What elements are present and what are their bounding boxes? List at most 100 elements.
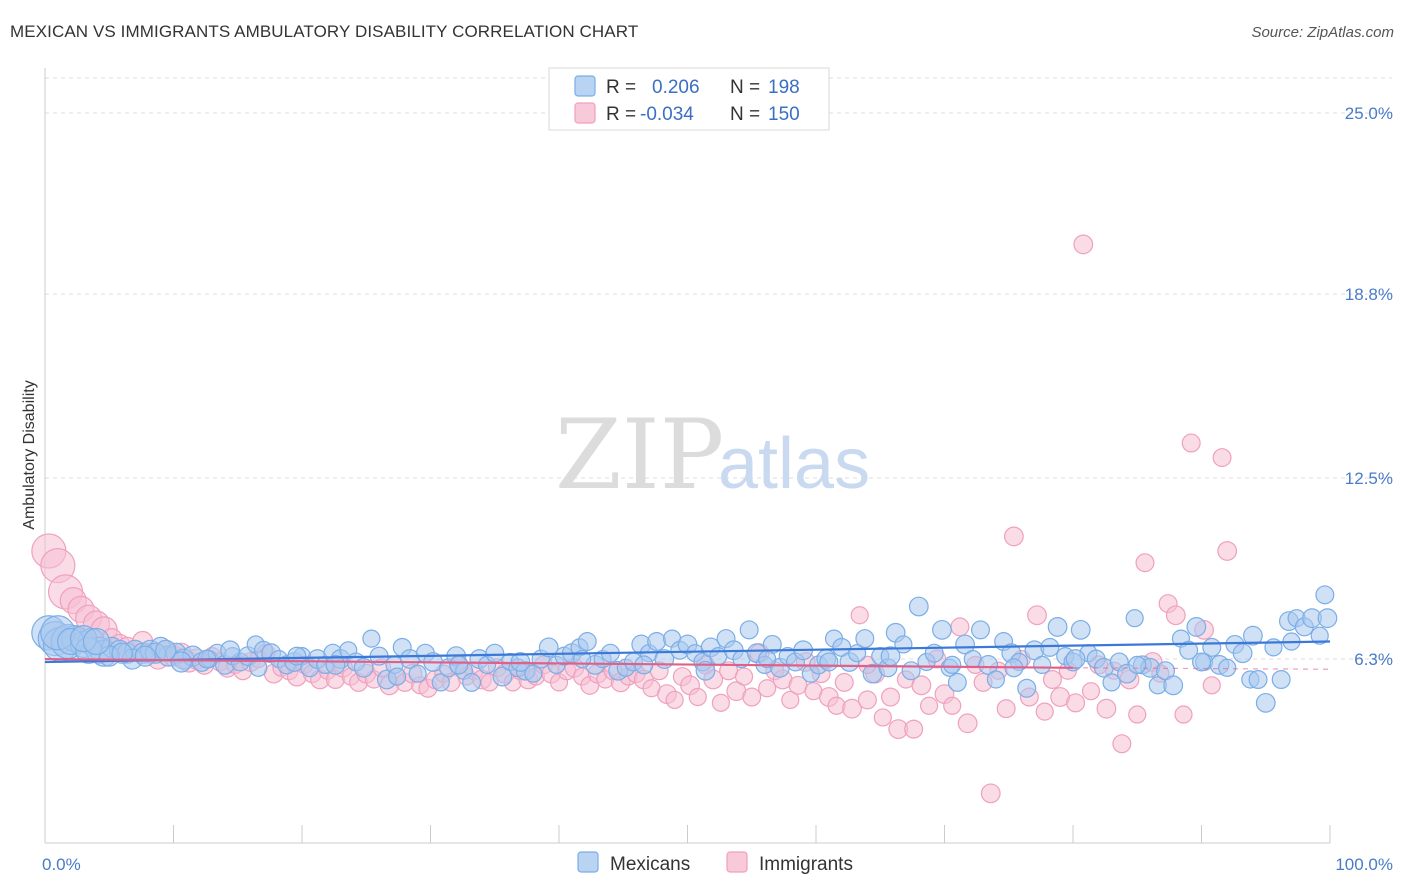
data-point-mexicans [955, 634, 975, 655]
data-point-immigrants [950, 617, 970, 637]
data-point-mexicans [155, 639, 177, 661]
data-point-mexicans [353, 657, 374, 678]
data-point-mexicans [947, 672, 967, 692]
axes [44, 68, 1331, 844]
data-point-mexicans [1218, 658, 1237, 677]
legend-r-value-mexicans: 0.206 [652, 77, 700, 98]
data-point-mexicans [1102, 673, 1121, 692]
data-point-mexicans [325, 654, 346, 675]
y-tick-label: 6.3% [1354, 650, 1393, 669]
data-point-mexicans [449, 655, 469, 675]
series-mexicans [31, 585, 1338, 713]
data-point-mexicans [1125, 609, 1144, 628]
data-point-mexicans [986, 670, 1006, 689]
data-point-immigrants [827, 696, 846, 715]
data-point-mexicans [387, 667, 407, 686]
data-point-immigrants [850, 606, 869, 625]
data-point-mexicans [170, 651, 192, 673]
data-point-mexicans [1317, 608, 1338, 629]
trend-line-immigrants [44, 657, 1074, 669]
data-point-mexicans [1255, 692, 1276, 713]
data-point-mexicans [492, 666, 513, 687]
data-point-immigrants [1202, 676, 1221, 695]
data-point-immigrants [1135, 553, 1155, 573]
legend-n-value-mexicans: 198 [768, 77, 800, 98]
data-point-mexicans [932, 619, 952, 640]
grid-lines [45, 77, 1392, 660]
data-point-mexicans [970, 620, 990, 640]
data-point-immigrants [957, 713, 978, 734]
data-point-immigrants [1027, 605, 1047, 626]
bottom-legend-label-immigrants: Immigrants [759, 854, 853, 875]
data-point-mexicans [462, 672, 482, 692]
legend-n-label-2: N = [730, 104, 760, 125]
data-point-mexicans [1040, 637, 1060, 657]
data-point-mexicans [577, 632, 597, 652]
legend-n-label-1: N = [730, 77, 760, 98]
x-tick-label: 100.0% [1335, 855, 1393, 874]
data-point-mexicans [82, 627, 111, 656]
data-point-immigrants [1165, 605, 1186, 626]
data-point-mexicans [1248, 669, 1268, 689]
data-point-immigrants [904, 719, 924, 739]
data-point-mexicans [1065, 649, 1086, 669]
legend-swatch-mexicans [574, 75, 596, 97]
watermark-atlas: atlas [718, 424, 870, 504]
data-point-immigrants [919, 696, 939, 715]
data-point-immigrants [711, 693, 731, 712]
chart-title: MEXICAN VS IMMIGRANTS AMBULATORY DISABIL… [10, 22, 639, 41]
trend-lines [44, 640, 1331, 670]
data-point-mexicans [1163, 675, 1184, 696]
data-point-mexicans [1232, 643, 1253, 664]
data-point-mexicans [134, 645, 156, 667]
data-point-mexicans [362, 629, 381, 648]
bottom-legend-label-mexicans: Mexicans [610, 854, 690, 875]
source-label: Source: ZipAtlas.com [1251, 24, 1394, 41]
data-point-immigrants [857, 690, 877, 710]
data-point-mexicans [1017, 678, 1037, 698]
data-point-immigrants [1181, 433, 1201, 453]
bottom-legend: Mexicans Immigrants [577, 851, 853, 875]
y-axis-label: Ambulatory Disability [21, 380, 38, 529]
watermark: ZIP atlas [555, 399, 870, 511]
data-point-immigrants [1212, 448, 1232, 468]
data-point-immigrants [834, 672, 854, 692]
legend-r-value-immigrants: -0.034 [640, 104, 694, 125]
bottom-legend-swatch-immigrants [726, 851, 748, 873]
data-point-immigrants [980, 783, 1001, 804]
data-point-mexicans [695, 660, 716, 681]
data-point-mexicans [1186, 617, 1207, 637]
data-point-mexicans [485, 643, 505, 663]
data-point-immigrants [1042, 669, 1062, 689]
data-point-mexicans [1242, 625, 1263, 646]
bottom-legend-swatch-mexicans [577, 851, 599, 873]
data-point-immigrants [1217, 541, 1238, 561]
trend-line-immigrants-extension [1072, 667, 1331, 670]
data-point-mexicans [1070, 619, 1091, 640]
data-point-mexicans [1179, 640, 1199, 660]
y-tick-label: 25.0% [1345, 104, 1393, 123]
data-point-immigrants [742, 687, 762, 707]
data-point-mexicans [739, 620, 759, 640]
watermark-zip: ZIP [555, 399, 724, 511]
data-point-immigrants [1035, 702, 1054, 721]
data-point-mexicans [901, 661, 921, 681]
legend-r-label-2: R = [606, 104, 636, 125]
data-point-mexicans [819, 652, 839, 672]
tick-labels: 6.3% 12.5% 18.8% 25.0% 0.0% 100.0% [42, 104, 1393, 874]
data-point-mexicans [111, 642, 133, 664]
data-point-immigrants [842, 698, 862, 719]
series-immigrants [31, 234, 1238, 804]
trend-line-mexicans [44, 640, 1331, 664]
data-point-mexicans [287, 646, 307, 666]
x-tick-label: 0.0% [42, 855, 81, 874]
data-point-immigrants [1174, 705, 1193, 724]
data-point-mexicans [408, 664, 427, 683]
data-point-immigrants [996, 699, 1016, 719]
data-point-mexicans [908, 596, 929, 617]
data-point-mexicans [220, 640, 240, 661]
data-point-immigrants [758, 679, 777, 698]
data-point-mexicans [1315, 585, 1335, 605]
legend-r-label-1: R = [606, 77, 636, 98]
legend: R = 0.206 N = 198 R = -0.034 N = 150 [548, 67, 830, 131]
